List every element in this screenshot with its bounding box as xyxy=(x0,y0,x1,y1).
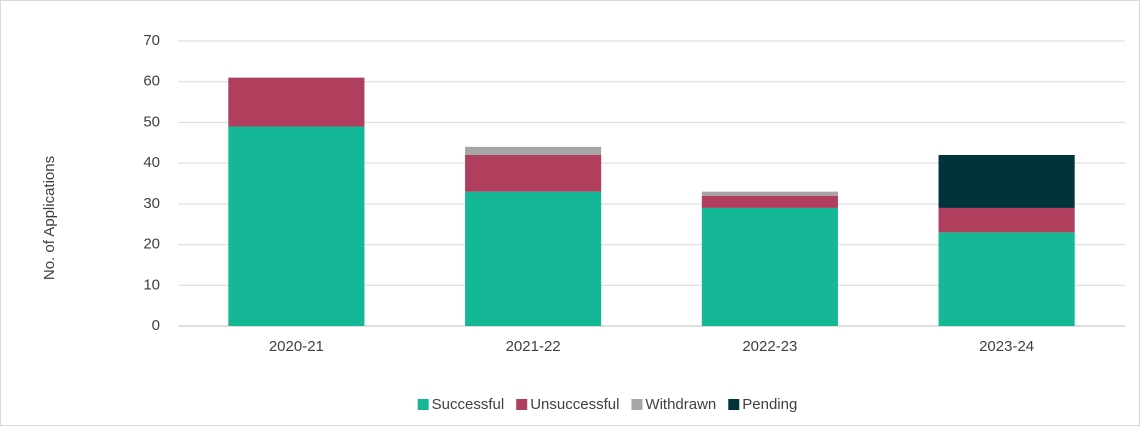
x-tick-label: 2021-22 xyxy=(506,338,561,355)
legend-swatch xyxy=(728,399,740,410)
x-tick-label: 2023-24 xyxy=(979,338,1034,355)
bar-segment xyxy=(228,126,365,326)
y-tick-label: 0 xyxy=(152,317,160,334)
y-tick-label: 60 xyxy=(143,73,160,90)
bar-segment xyxy=(701,191,838,196)
bar-segment xyxy=(465,191,602,326)
legend-label: Successful xyxy=(432,396,505,413)
legend-label: Withdrawn xyxy=(645,396,716,413)
bar-segment xyxy=(465,155,602,192)
x-tick-label: 2020-21 xyxy=(269,338,324,355)
bar-segment xyxy=(938,155,1075,208)
y-tick-label: 40 xyxy=(143,154,160,171)
bar-segment xyxy=(701,207,838,326)
y-axis-label: No. of Applications xyxy=(41,156,58,280)
y-tick-label: 30 xyxy=(143,195,160,212)
legend-label: Pending xyxy=(742,396,797,413)
y-tick-label: 70 xyxy=(143,32,160,49)
legend-swatch xyxy=(417,399,429,410)
bar-segment xyxy=(465,146,602,155)
legend-swatch xyxy=(516,399,528,410)
bar-segment xyxy=(701,195,838,208)
y-tick-label: 10 xyxy=(143,276,160,293)
bar-segment xyxy=(938,232,1075,326)
bar-segment xyxy=(228,77,365,127)
y-tick-label: 50 xyxy=(143,113,160,130)
legend-swatch xyxy=(631,399,643,410)
x-tick-label: 2022-23 xyxy=(742,338,797,355)
y-tick-label: 20 xyxy=(143,236,160,253)
bar-segment xyxy=(938,207,1075,233)
legend-label: Unsuccessful xyxy=(530,396,619,413)
